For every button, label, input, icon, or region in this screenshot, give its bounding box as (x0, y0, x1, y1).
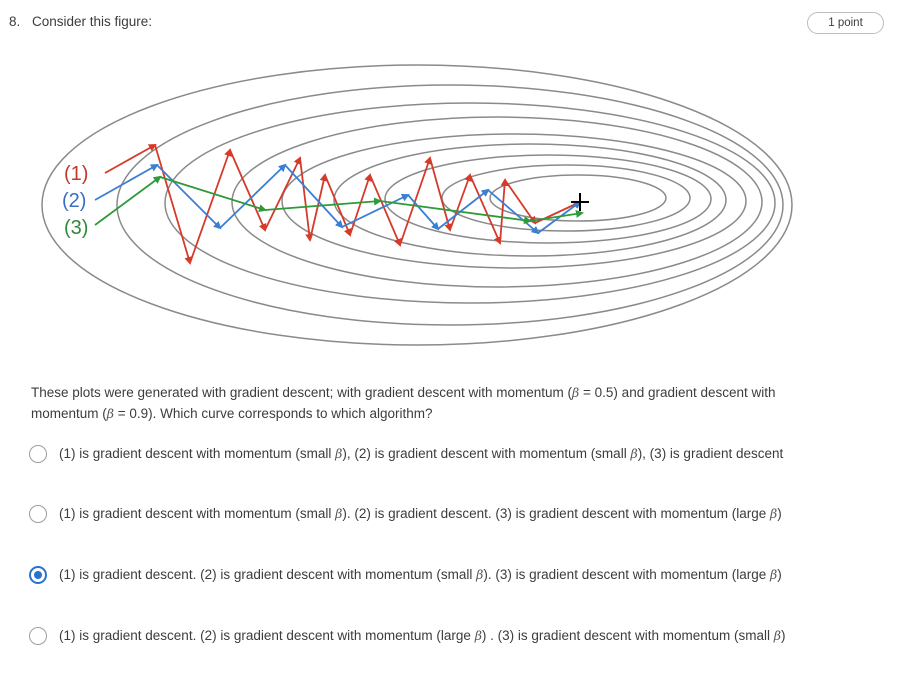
contour-ellipse (333, 143, 727, 257)
curve-3-green (94, 175, 584, 226)
curve-1-red (104, 144, 582, 265)
curve-2-blue (94, 163, 582, 235)
contour-ellipse (164, 102, 776, 304)
contour-ellipse (384, 154, 712, 244)
contour-figure: (1) (2) (3) (41, 64, 793, 346)
answer-option-text: (1) is gradient descent. (2) is gradient… (59, 567, 782, 582)
contour-ellipse (489, 174, 667, 222)
answer-option-2[interactable]: (1) is gradient descent with momentum (s… (29, 503, 819, 547)
radio-button[interactable] (29, 505, 47, 523)
contour-ellipse (231, 116, 763, 288)
answer-option-text: (1) is gradient descent. (2) is gradient… (59, 628, 786, 643)
points-badge: 1 point (807, 12, 884, 34)
answer-option-3[interactable]: (1) is gradient descent. (2) is gradient… (29, 564, 819, 608)
radio-button-selected[interactable] (29, 566, 47, 584)
answer-option-text: (1) is gradient descent with momentum (s… (59, 506, 782, 521)
answer-option-text: (1) is gradient descent with momentum (s… (59, 446, 784, 461)
curve-label-2: (2) (62, 190, 86, 212)
question-title: Consider this figure: (32, 14, 153, 29)
answer-option-1[interactable]: (1) is gradient descent with momentum (s… (29, 443, 819, 487)
curve-label-1: (1) (64, 163, 88, 185)
radio-button[interactable] (29, 445, 47, 463)
target-minimum-plus-marker-icon (571, 193, 589, 211)
contour-ellipse (41, 64, 793, 346)
prompt-text-1: These plots were generated with gradient… (31, 385, 573, 400)
question-number: 8. (9, 14, 21, 29)
answer-option-4[interactable]: (1) is gradient descent. (2) is gradient… (29, 625, 819, 669)
beta-symbol: β (106, 406, 115, 421)
contour-lines (41, 64, 793, 346)
curve-label-3: (3) (64, 217, 88, 239)
question-prompt: These plots were generated with gradient… (31, 382, 791, 424)
prompt-text-2: = 0.5) and gradient descent with momentu… (31, 385, 776, 421)
prompt-text-3: = 0.9). Which curve corresponds to which… (114, 406, 433, 421)
beta-symbol: β (572, 385, 580, 400)
radio-button[interactable] (29, 627, 47, 645)
contour-ellipse (281, 133, 747, 269)
contour-ellipse (116, 84, 784, 326)
